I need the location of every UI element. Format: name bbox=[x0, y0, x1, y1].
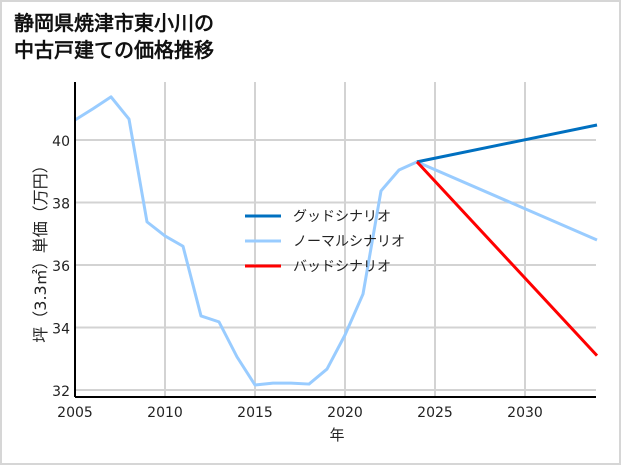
tick-labels: 32 34 36 38 40 2005 2010 2015 2020 2025 2030 bbox=[52, 134, 543, 421]
x-tick-label: 2010 bbox=[147, 405, 183, 421]
x-tick-label: 2020 bbox=[327, 405, 363, 421]
title-line-2: 中古戸建ての価格推移 bbox=[14, 38, 214, 62]
x-tick-label: 2030 bbox=[507, 405, 543, 421]
title-line-1: 静岡県焼津市東小川の bbox=[14, 11, 214, 35]
x-tick-label: 2015 bbox=[237, 405, 273, 421]
legend-label: グッドシナリオ bbox=[293, 209, 391, 225]
series-line bbox=[415, 160, 599, 357]
chart-title: 静岡県焼津市東小川の 中古戸建ての価格推移 bbox=[14, 10, 214, 64]
y-axis-label: 坪（3.3㎡）単価（万円） bbox=[31, 157, 50, 342]
legend-label: ノーマルシナリオ bbox=[293, 234, 405, 250]
axes bbox=[74, 82, 596, 398]
y-tick-label: 34 bbox=[52, 322, 70, 338]
legend-label: バッドシナリオ bbox=[293, 259, 391, 275]
y-tick-label: 40 bbox=[52, 134, 70, 150]
x-tick-label: 2025 bbox=[417, 405, 453, 421]
series-lines bbox=[74, 95, 599, 387]
series-line bbox=[416, 123, 598, 164]
y-tick-label: 38 bbox=[52, 197, 70, 213]
x-axis-label: 年 bbox=[329, 426, 344, 444]
gridlines bbox=[75, 82, 596, 397]
y-tick-label: 36 bbox=[52, 259, 70, 275]
x-tick-label: 2005 bbox=[57, 405, 93, 421]
series-line bbox=[74, 95, 598, 387]
y-tick-label: 32 bbox=[52, 384, 70, 400]
